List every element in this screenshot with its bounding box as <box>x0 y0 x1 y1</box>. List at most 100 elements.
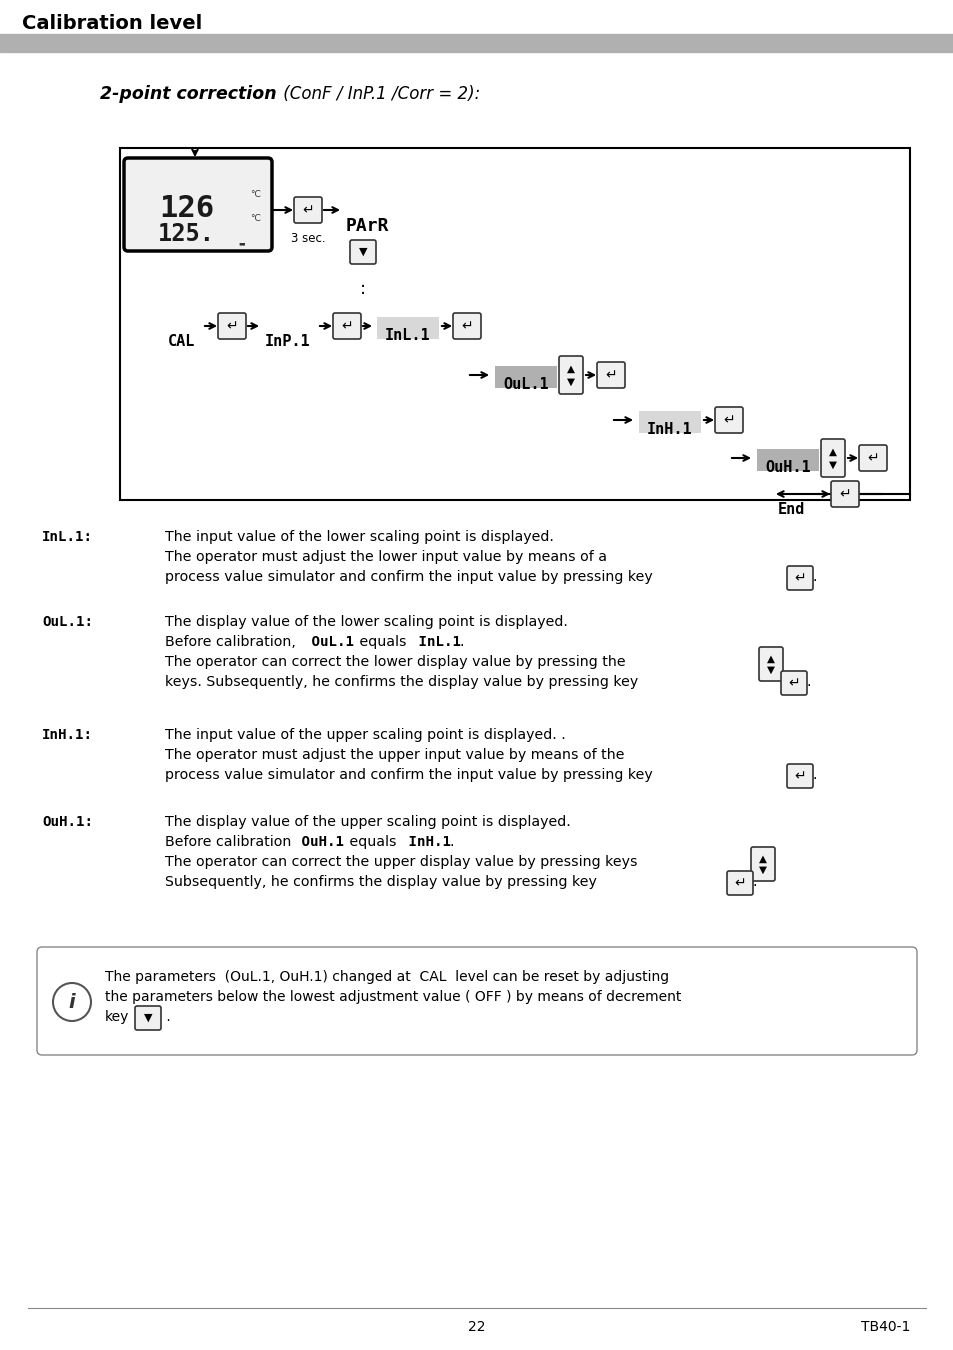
FancyBboxPatch shape <box>453 313 480 339</box>
Text: OuL.1: OuL.1 <box>303 634 354 649</box>
Text: ↵: ↵ <box>793 571 805 585</box>
Text: The operator must adjust the lower input value by means of a: The operator must adjust the lower input… <box>165 549 606 564</box>
Text: ▼: ▼ <box>828 459 836 470</box>
FancyBboxPatch shape <box>350 240 375 265</box>
Text: the parameters below the lowest adjustment value ( OFF ) by means of decrement: the parameters below the lowest adjustme… <box>105 990 680 1004</box>
Bar <box>639 410 700 433</box>
Text: process value simulator and confirm the input value by pressing key: process value simulator and confirm the … <box>165 768 652 782</box>
Text: (ConF / InP.1 /Corr = 2):: (ConF / InP.1 /Corr = 2): <box>277 85 479 103</box>
Text: The parameters  (OuL.1, OuH.1) changed at  CAL  level can be reset by adjusting: The parameters (OuL.1, OuH.1) changed at… <box>105 971 668 984</box>
Text: key: key <box>105 1010 130 1025</box>
Text: ▬: ▬ <box>237 240 244 246</box>
Circle shape <box>53 983 91 1021</box>
FancyBboxPatch shape <box>759 647 782 680</box>
Text: 3 sec.: 3 sec. <box>291 232 325 244</box>
Text: .: . <box>162 1010 171 1025</box>
Text: ↵: ↵ <box>226 319 237 333</box>
Text: Calibration level: Calibration level <box>22 14 202 32</box>
Bar <box>120 148 909 500</box>
Text: ↵: ↵ <box>604 369 617 382</box>
Text: The operator can correct the lower display value by pressing the: The operator can correct the lower displ… <box>165 655 625 670</box>
Text: ▼: ▼ <box>358 247 367 256</box>
Text: The display value of the lower scaling point is displayed.: The display value of the lower scaling p… <box>165 616 567 629</box>
Text: ↵: ↵ <box>787 676 799 690</box>
Text: .: . <box>806 675 811 688</box>
Text: End: End <box>778 502 804 517</box>
Text: 125.: 125. <box>158 221 215 246</box>
Text: InH.1: InH.1 <box>646 423 692 437</box>
Text: .: . <box>450 836 454 849</box>
Text: InH.1: InH.1 <box>399 836 451 849</box>
Text: OuH.1: OuH.1 <box>293 836 344 849</box>
FancyBboxPatch shape <box>294 197 322 223</box>
Text: 22: 22 <box>468 1320 485 1334</box>
Text: ▼: ▼ <box>144 1012 152 1023</box>
Text: i: i <box>69 992 75 1011</box>
FancyBboxPatch shape <box>124 158 272 251</box>
Text: Subsequently, he confirms the display value by pressing key: Subsequently, he confirms the display va… <box>165 875 597 890</box>
Text: Before calibration,: Before calibration, <box>165 634 295 649</box>
Text: °C: °C <box>250 215 260 223</box>
Text: ▼: ▼ <box>566 377 575 386</box>
Text: ↵: ↵ <box>866 451 878 464</box>
FancyBboxPatch shape <box>750 846 774 882</box>
Text: °C: °C <box>250 190 260 198</box>
FancyBboxPatch shape <box>135 1006 161 1030</box>
Text: OuH.1: OuH.1 <box>764 460 810 475</box>
Text: ▼: ▼ <box>766 664 774 675</box>
Text: PArR: PArR <box>346 217 389 235</box>
Text: InL.1: InL.1 <box>410 634 460 649</box>
Text: The display value of the upper scaling point is displayed.: The display value of the upper scaling p… <box>165 815 570 829</box>
Bar <box>757 450 818 471</box>
FancyBboxPatch shape <box>37 946 916 1054</box>
Bar <box>0 34 953 53</box>
Text: ▲: ▲ <box>766 653 774 663</box>
Text: InL.1: InL.1 <box>385 328 431 343</box>
Text: .: . <box>459 634 464 649</box>
Text: The operator must adjust the upper input value by means of the: The operator must adjust the upper input… <box>165 748 624 761</box>
Text: TB40-1: TB40-1 <box>860 1320 909 1334</box>
Text: The input value of the lower scaling point is displayed.: The input value of the lower scaling poi… <box>165 531 554 544</box>
Text: ↵: ↵ <box>722 413 734 427</box>
Text: .: . <box>812 570 817 585</box>
Text: keys. Subsequently, he confirms the display value by pressing key: keys. Subsequently, he confirms the disp… <box>165 675 638 688</box>
FancyBboxPatch shape <box>726 871 752 895</box>
Text: equals: equals <box>355 634 406 649</box>
FancyBboxPatch shape <box>786 764 812 788</box>
Text: :: : <box>359 279 366 298</box>
Text: InL.1:: InL.1: <box>42 531 92 544</box>
Text: process value simulator and confirm the input value by pressing key: process value simulator and confirm the … <box>165 570 652 585</box>
FancyBboxPatch shape <box>218 313 246 339</box>
Text: InP.1: InP.1 <box>265 333 311 350</box>
FancyBboxPatch shape <box>714 406 742 433</box>
Text: equals: equals <box>345 836 396 849</box>
FancyBboxPatch shape <box>333 313 360 339</box>
Text: ↵: ↵ <box>793 769 805 783</box>
Text: ▲: ▲ <box>828 447 836 456</box>
Text: .: . <box>752 875 757 890</box>
FancyBboxPatch shape <box>597 362 624 387</box>
Text: OuL.1:: OuL.1: <box>42 616 92 629</box>
Text: ↵: ↵ <box>302 202 314 217</box>
Text: ↵: ↵ <box>734 876 745 890</box>
Text: OuH.1:: OuH.1: <box>42 815 92 829</box>
FancyBboxPatch shape <box>781 671 806 695</box>
Text: The operator can correct the upper display value by pressing keys: The operator can correct the upper displ… <box>165 855 637 869</box>
FancyBboxPatch shape <box>786 566 812 590</box>
FancyBboxPatch shape <box>858 446 886 471</box>
Text: Before calibration: Before calibration <box>165 836 291 849</box>
Text: ↵: ↵ <box>839 487 850 501</box>
Text: ▲: ▲ <box>759 853 766 864</box>
Text: The input value of the upper scaling point is displayed. .: The input value of the upper scaling poi… <box>165 728 565 743</box>
Text: 126: 126 <box>159 194 214 223</box>
Text: ▲: ▲ <box>566 363 575 374</box>
Text: ↵: ↵ <box>341 319 353 333</box>
Bar <box>495 366 557 387</box>
Text: OuL.1: OuL.1 <box>502 377 548 392</box>
FancyBboxPatch shape <box>830 481 858 508</box>
Text: 2-point correction: 2-point correction <box>100 85 276 103</box>
Text: .: . <box>812 768 817 782</box>
FancyBboxPatch shape <box>821 439 844 477</box>
Text: InH.1:: InH.1: <box>42 728 92 743</box>
FancyBboxPatch shape <box>558 356 582 394</box>
